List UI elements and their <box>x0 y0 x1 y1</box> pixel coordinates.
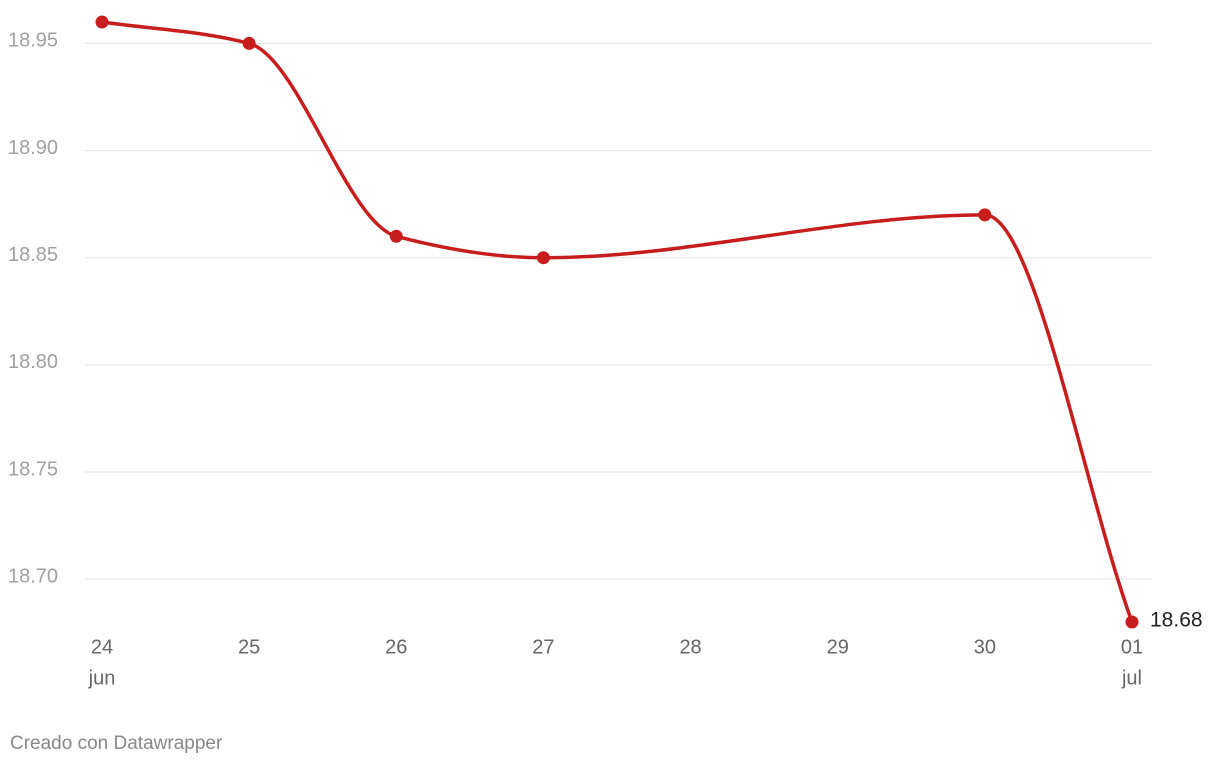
x-tick-label: 25 <box>238 636 260 658</box>
point <box>389 229 403 243</box>
x-tick-label: 30 <box>974 636 996 658</box>
x-tick-sublabel: jun <box>88 667 116 689</box>
x-tick-sublabel: jul <box>1121 667 1142 689</box>
y-tick-label: 18.85 <box>8 244 58 266</box>
point <box>242 36 256 50</box>
line <box>101 20 1134 623</box>
x-tick-label: 28 <box>679 636 701 658</box>
y-tick-label: 18.95 <box>8 30 58 52</box>
point <box>1125 615 1139 629</box>
y-tick-label: 18.75 <box>8 458 58 480</box>
x-tick-label: 24 <box>91 636 113 658</box>
x-tick-label: 27 <box>532 636 554 658</box>
x-tick-label: 26 <box>385 636 407 658</box>
y-tick-label: 18.70 <box>8 565 58 587</box>
value-label: 18.68 <box>1150 609 1203 632</box>
y-tick-label: 18.80 <box>8 351 58 373</box>
x-tick-label: 01 <box>1121 636 1143 658</box>
point <box>95 15 109 29</box>
point <box>978 208 992 222</box>
x-tick-label: 29 <box>827 636 849 658</box>
point <box>536 251 550 265</box>
y-tick-label: 18.90 <box>8 137 58 159</box>
footer: Creado con Datawrapper <box>10 733 223 754</box>
